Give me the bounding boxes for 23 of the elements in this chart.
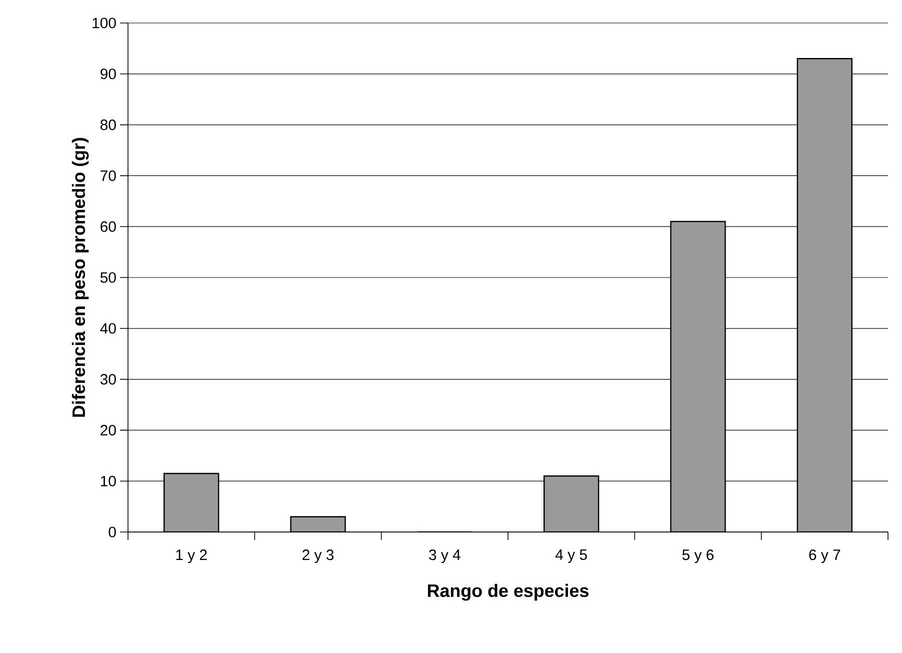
bar [796,58,853,532]
y-tick-label: 60 [100,221,116,232]
x-tick-label: 5 y 6 [682,550,714,564]
y-tick-label: 80 [100,120,116,130]
x-tick-label: 6 y 7 [809,550,840,564]
bar [670,220,726,532]
y-tick-label: 20 [100,424,116,436]
y-tick-label: 70 [100,170,116,181]
x-tick-label: 2 y 3 [302,550,334,564]
x-tick-label: 4 y 5 [555,550,587,563]
x-tick-label: 1 y 2 [176,550,207,564]
y-tick-label: 0 [108,526,116,538]
y-tick-label: 50 [100,272,116,283]
x-axis-title: Rango de especies [428,584,588,601]
y-axis-title: Diferencia en peso promedio (gr) [72,138,89,417]
y-tick-label: 30 [100,374,116,385]
y-tick-label: 90 [100,68,116,80]
y-tick-label: 40 [100,323,116,334]
bar [544,475,600,532]
y-tick-label: 10 [101,476,116,486]
x-tick-label: 3 y 4 [429,550,460,564]
y-tick-label: 100 [92,18,116,28]
bar [164,472,220,532]
